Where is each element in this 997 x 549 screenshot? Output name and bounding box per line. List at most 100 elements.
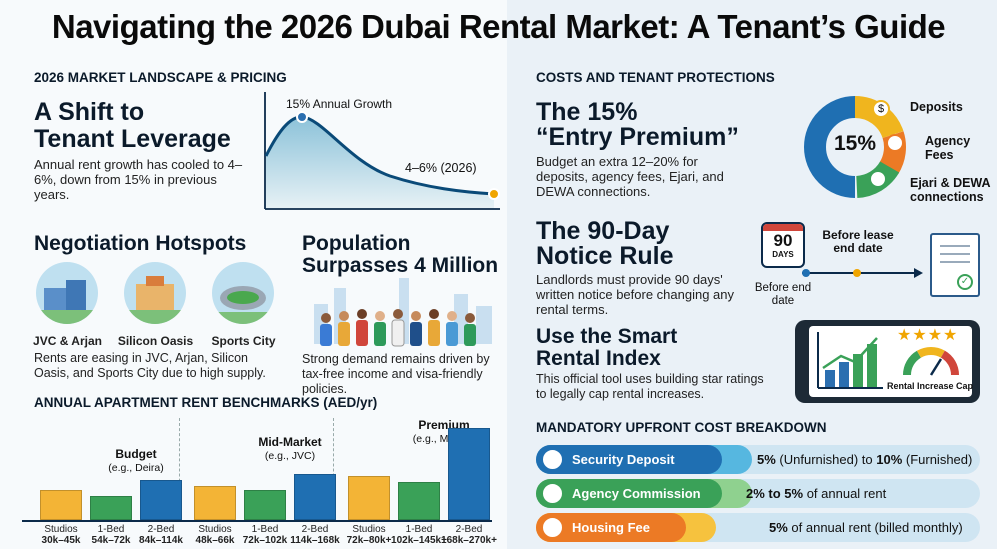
legend-agency: Agency Fees bbox=[925, 134, 971, 162]
cost-pill-1: Agency Commission bbox=[536, 479, 722, 508]
peak-label: 15% Annual Growth bbox=[286, 97, 393, 111]
building-icon bbox=[540, 515, 565, 540]
unit-range: 114k–168k bbox=[290, 535, 340, 546]
donut-center-label: 15% bbox=[833, 132, 877, 155]
people-group bbox=[320, 309, 476, 347]
population-illustration bbox=[314, 278, 492, 347]
calendar-icon: 90 DAYS bbox=[761, 222, 805, 268]
bar-2-2 bbox=[448, 428, 490, 520]
legend-ejari: Ejari & DEWA connections bbox=[910, 176, 991, 204]
divider-1 bbox=[179, 418, 180, 522]
section-heading-costs: COSTS AND TENANT PROTECTIONS bbox=[536, 70, 775, 85]
index-heading-line2: Rental Index bbox=[536, 347, 661, 370]
index-heading-line1: Use the Smart bbox=[536, 325, 678, 348]
tier-0-example: (e.g., Deira) bbox=[108, 462, 164, 474]
bar-1-0 bbox=[194, 486, 236, 520]
entry-body: Budget an extra 12–20% for deposits, age… bbox=[536, 154, 724, 199]
index-body: This official tool uses building star ra… bbox=[536, 372, 764, 401]
document-icon: ✓ bbox=[930, 233, 980, 297]
shift-body: Annual rent growth has cooled to 4–6%, d… bbox=[34, 157, 243, 202]
growth-chart bbox=[264, 92, 500, 210]
area-sports-label: Sports City bbox=[211, 334, 276, 348]
notice-body: Landlords must provide 90 days' written … bbox=[536, 272, 735, 317]
before-lease-end-label: Before lease end date bbox=[822, 228, 894, 255]
end-marker bbox=[488, 188, 500, 200]
bar-0-2 bbox=[140, 480, 182, 520]
area-jvc-label: JVC & Arjan bbox=[33, 334, 102, 348]
section-heading-benchmarks: ANNUAL APARTMENT RENT BENCHMARKS (AED/yr… bbox=[34, 395, 378, 410]
unit-type: 2-Bed bbox=[455, 524, 483, 535]
unit-range: 30k–45k bbox=[41, 535, 81, 546]
shift-heading-line2: Tenant Leverage bbox=[34, 125, 231, 153]
bar-label-2-1: 1-Bed 102k–145k+ bbox=[390, 524, 448, 546]
peak-marker bbox=[296, 111, 308, 123]
bar-growth-icon bbox=[817, 332, 883, 389]
agency-icon bbox=[886, 134, 904, 152]
donut-segment-ejari bbox=[804, 96, 906, 198]
population-heading-line2: Surpasses 4 Million bbox=[302, 254, 499, 277]
tier-0-name: Budget bbox=[115, 447, 157, 461]
cost-pill-0: Security Deposit bbox=[536, 445, 722, 474]
bar-2-0 bbox=[348, 476, 390, 520]
unit-type: Studios bbox=[44, 524, 78, 535]
sports-city-icon bbox=[212, 262, 274, 324]
area-silicon-label: Silicon Oasis bbox=[117, 334, 194, 348]
unit-range: 72k–80k+ bbox=[346, 535, 392, 546]
unit-range: 84k–114k bbox=[139, 535, 183, 546]
bar-label-0-1: 1-Bed 54k–72k bbox=[82, 524, 140, 546]
unit-type: 2-Bed bbox=[301, 524, 329, 535]
bench-baseline bbox=[22, 520, 492, 522]
end-label: 4–6% (2026) bbox=[405, 161, 477, 175]
entry-heading-line1: The 15% bbox=[536, 98, 638, 126]
bar-label-2-2: 2-Bed 168k–270k+ bbox=[440, 524, 498, 546]
population-body: Strong demand remains driven by tax-free… bbox=[302, 352, 490, 396]
bar-label-0-2: 2-Bed 84k–114k bbox=[132, 524, 190, 546]
cost-label-0: Security Deposit bbox=[572, 452, 675, 467]
coins-icon bbox=[540, 447, 565, 472]
divider-2 bbox=[333, 418, 334, 522]
gauge-icon bbox=[903, 347, 959, 376]
unit-range: 72k–102k bbox=[242, 535, 288, 546]
before-end-label: Before end date bbox=[754, 282, 812, 307]
gauge-label: Rental Increase Cap bbox=[886, 381, 974, 391]
cost-label-1: Agency Commission bbox=[572, 486, 701, 501]
unit-range: 48k–66k bbox=[195, 535, 235, 546]
hotspots-heading: Negotiation Hotspots bbox=[34, 232, 247, 255]
handshake-icon bbox=[540, 481, 565, 506]
entry-heading-line2: “Entry Premium” bbox=[536, 123, 739, 151]
unit-type: Studios bbox=[352, 524, 386, 535]
tier-1-example: (e.g., JVC) bbox=[264, 450, 316, 462]
bar-0-1 bbox=[90, 496, 132, 520]
unit-range: 168k–270k+ bbox=[441, 535, 497, 546]
legend-deposits: Deposits bbox=[910, 100, 963, 114]
growth-line bbox=[264, 115, 495, 196]
calendar-unit: DAYS bbox=[772, 250, 794, 259]
cost-value-0: 5% (Unfurnished) to 10% (Furnished) bbox=[757, 452, 973, 467]
unit-type: 1-Bed bbox=[405, 524, 433, 535]
star-rating-icon: ★★★★ bbox=[897, 327, 959, 344]
cost-value-2: 5% of annual rent (billed monthly) bbox=[769, 520, 963, 535]
hotspots-body: Rents are easing in JVC, Arjan, Silicon … bbox=[34, 351, 266, 380]
unit-type: 2-Bed bbox=[147, 524, 175, 535]
cost-value-1: 2% to 5% of annual rent bbox=[746, 486, 887, 501]
bar-1-2 bbox=[294, 474, 336, 520]
calendar-number: 90 bbox=[773, 231, 793, 250]
bar-2-1 bbox=[398, 482, 440, 520]
unit-type: 1-Bed bbox=[251, 524, 279, 535]
silicon-oasis-icon bbox=[124, 262, 186, 324]
cost-label-2: Housing Fee bbox=[572, 520, 651, 535]
bar-0-0 bbox=[40, 490, 82, 520]
section-heading-market: 2026 MARKET LANDSCAPE & PRICING bbox=[34, 70, 287, 85]
bar-label-1-2: 2-Bed 114k–168k bbox=[286, 524, 344, 546]
bar-label-0-0: Studios 30k–45k bbox=[32, 524, 90, 546]
cost-pill-2: Housing Fee bbox=[536, 513, 686, 542]
growth-area bbox=[266, 116, 494, 208]
timeline-arrow bbox=[802, 268, 923, 278]
notice-heading-line1: The 90-Day bbox=[536, 217, 670, 245]
bar-label-1-0: Studios 48k–66k bbox=[186, 524, 244, 546]
unit-range: 102k–145k+ bbox=[391, 535, 447, 546]
unit-type: 1-Bed bbox=[97, 524, 125, 535]
donut-segment-deposits bbox=[804, 96, 906, 198]
section-heading-breakdown: MANDATORY UPFRONT COST BREAKDOWN bbox=[536, 420, 827, 435]
shift-heading-line1: A Shift to bbox=[34, 98, 145, 126]
